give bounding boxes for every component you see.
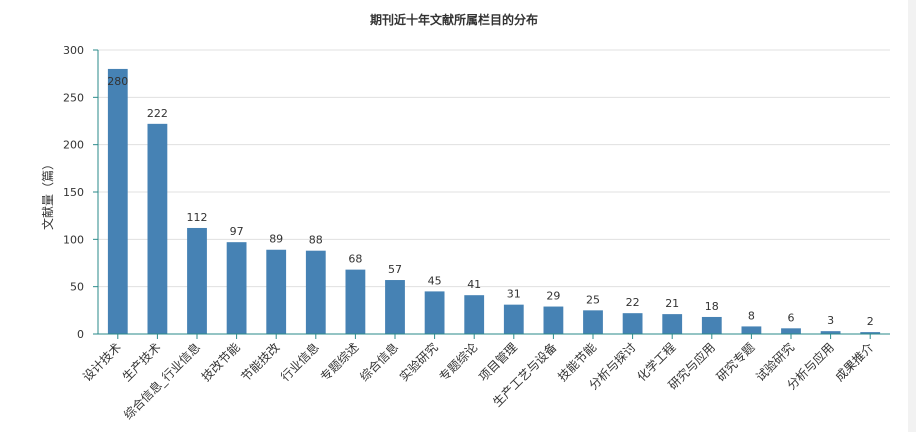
bar[interactable]	[860, 332, 881, 334]
bar-value-label: 2	[867, 315, 874, 328]
bar[interactable]	[266, 249, 287, 334]
y-tick-label: 0	[77, 328, 84, 341]
bar-value-label: 112	[187, 211, 208, 224]
bar-value-label: 88	[309, 234, 323, 247]
y-tick-label: 200	[63, 139, 84, 152]
x-tick-label: 行业信息	[277, 340, 322, 385]
bar[interactable]	[662, 314, 683, 334]
bar[interactable]	[424, 291, 445, 334]
bar-value-label: 41	[467, 278, 481, 291]
bar-value-label: 89	[269, 233, 283, 246]
bar-value-label: 97	[230, 225, 244, 238]
bar[interactable]	[622, 313, 643, 334]
bar[interactable]	[187, 227, 207, 334]
bar[interactable]	[820, 331, 841, 334]
x-tick-label: 综合信息	[357, 340, 402, 385]
x-tick-label: 实验研究	[396, 340, 441, 385]
x-tick-label: 设计技术	[80, 340, 124, 384]
bar-value-label: 68	[348, 253, 362, 266]
bar[interactable]	[226, 242, 247, 334]
y-axis-label: 文献量（篇）	[40, 158, 55, 230]
axis-layer: 050100150200250300设计技术生产技术综合信息_行业信息技改节能节…	[63, 44, 890, 422]
bar[interactable]	[543, 306, 564, 334]
bar-value-label: 25	[586, 293, 600, 306]
bar-value-label: 22	[626, 296, 640, 309]
bar-value-label: 3	[827, 314, 834, 327]
x-tick-label: 节能技改	[238, 340, 282, 384]
x-tick-label: 专题综论	[436, 340, 481, 385]
bar[interactable]	[147, 123, 168, 334]
scrollbar-track	[908, 0, 916, 432]
chart-title: 期刊近十年文献所属栏目的分布	[370, 12, 538, 27]
bar-value-label: 6	[788, 311, 795, 324]
bar[interactable]	[305, 250, 326, 334]
y-tick-label: 100	[63, 233, 84, 246]
bar-value-label: 21	[665, 297, 679, 310]
bar-value-label: 18	[705, 300, 719, 313]
bar-value-label: 31	[507, 288, 521, 301]
y-tick-label: 300	[63, 44, 84, 57]
y-tick-label: 250	[63, 91, 84, 104]
bar-value-label: 45	[428, 274, 442, 287]
bar[interactable]	[464, 295, 485, 334]
x-tick-label: 专题综述	[317, 340, 362, 385]
bar[interactable]	[345, 269, 366, 334]
bar[interactable]	[701, 316, 722, 334]
bar-value-label: 8	[748, 309, 755, 322]
grid-layer	[98, 49, 890, 288]
bars-layer: 280 222 112 97 89 88 68 57 45 41 31 29 25 22 21 18 8 6 3 2	[107, 68, 881, 334]
bar[interactable]	[741, 326, 762, 334]
x-tick-label: 技改节能	[199, 340, 243, 384]
y-tick-label: 50	[70, 281, 84, 294]
bar-value-label: 29	[546, 290, 560, 303]
bar[interactable]	[503, 304, 524, 334]
bar-value-label: 222	[147, 107, 168, 120]
x-tick-label: 成果推介	[832, 340, 876, 384]
bar[interactable]	[385, 280, 405, 334]
bar[interactable]	[781, 328, 801, 334]
bar[interactable]	[583, 310, 603, 334]
y-tick-label: 150	[63, 186, 84, 199]
x-tick-label: 研究专题	[713, 340, 758, 385]
x-tick-label: 综合信息_行业信息	[120, 340, 203, 423]
bar-value-label: 280	[107, 75, 128, 88]
bar-value-label: 57	[388, 263, 402, 276]
bar[interactable]	[107, 68, 128, 334]
